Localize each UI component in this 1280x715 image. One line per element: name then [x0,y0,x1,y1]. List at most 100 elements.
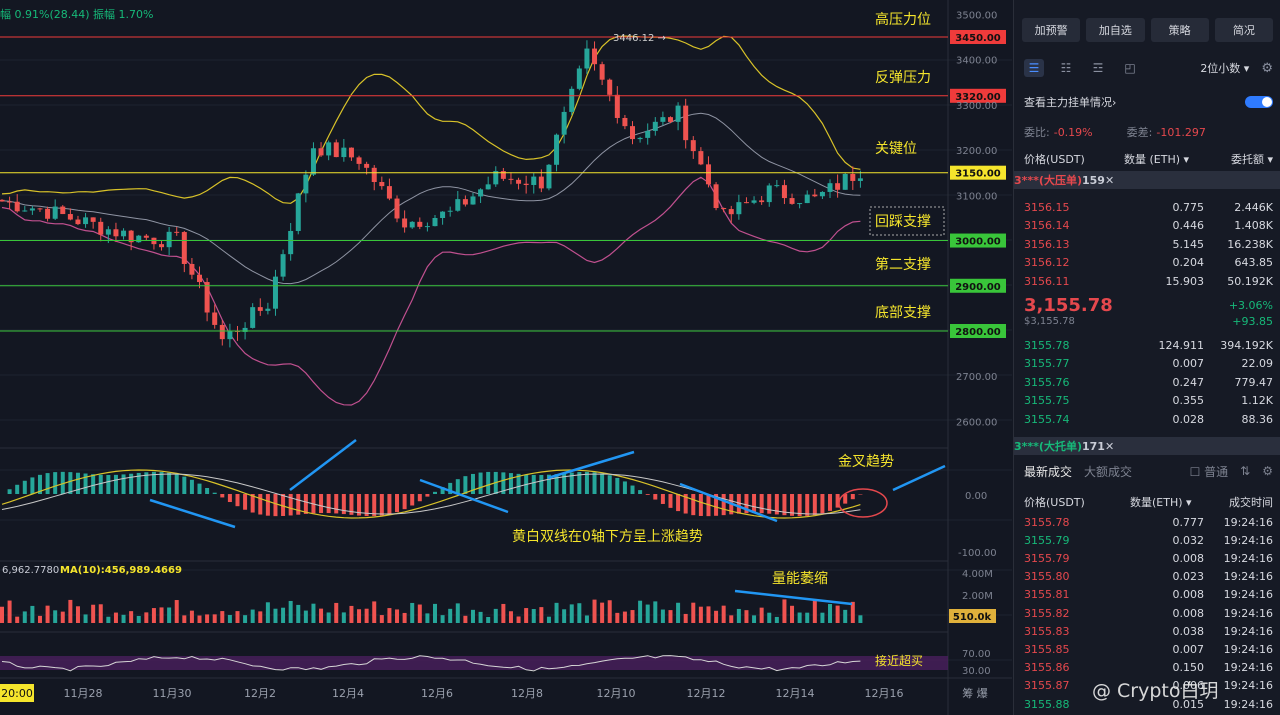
macd-bar [387,494,392,515]
candle-body [462,199,468,205]
candle-body [128,230,134,243]
orderbook-row[interactable]: 3155.76 0.247 779.47 [1014,373,1280,391]
trades-col-time: 成交时间 [1229,496,1273,509]
macd-bar [334,494,339,514]
macd-bar [303,494,308,514]
volume-bar [121,614,126,623]
trade-time: 19:24:16 [1223,679,1273,693]
watch-toggle[interactable] [1245,96,1273,108]
volume-bar [448,608,453,623]
macd-bar [577,472,582,494]
orderbook-row[interactable]: 3156.12 0.204 643.85 [1014,254,1280,272]
macd-bar [281,494,286,517]
orderbook-row[interactable]: 3156.15 0.775 2.446K [1014,198,1280,216]
orderbook-row[interactable]: 3155.74 0.028 88.36 [1014,410,1280,428]
row-price: 3156.11 [1024,274,1070,288]
trend-arrow [734,589,853,606]
close-icon[interactable]: ✕ [1104,439,1115,453]
volume-bar [645,604,650,623]
tab-latest[interactable]: 最新成交 [1024,464,1073,479]
level-tag [950,165,1006,180]
pullback-box [869,206,945,236]
macd-bar [698,494,703,516]
orderbook-row[interactable]: 3155.77 0.007 22.09 [1014,355,1280,373]
candle-body [652,121,658,131]
trades-col-qty[interactable]: 数量(ETH) ▾ [1130,496,1192,509]
overview-button[interactable]: 简况 [1214,18,1273,42]
price-chart[interactable]: 3450.00 高压力位 3320.00 反弹压力 3150.00 关键位 3000.00 第… [0,0,1012,715]
asks-only-icon[interactable]: ☲ [1092,61,1104,75]
both-sides-icon[interactable]: ☰ [1024,59,1044,77]
alert-button[interactable]: 加预警 [1022,18,1081,42]
trade-price: 3155.86 [1024,661,1070,675]
macd-bar [144,472,149,494]
macd-bar [767,494,772,514]
candle-body [394,198,400,219]
macd-bar [113,474,118,494]
level-tag [950,30,1006,44]
col-total[interactable]: 委托额 ▾ [1230,153,1273,166]
settings-icon[interactable]: ⚙ [1261,60,1273,76]
trend-arrow [419,478,509,514]
macd-bar [319,494,324,514]
row-qty: 5.145 [1172,237,1205,251]
candle-body [789,198,795,204]
row-total: 394.192K [1220,338,1273,352]
trade-price: 3155.88 [1024,697,1070,711]
volume-bar [486,616,491,623]
volume-bar [98,604,103,623]
orderbook-row[interactable]: 3155.75 0.355 1.12K [1014,392,1280,410]
candle-body [174,231,180,233]
level-tag [950,278,1006,293]
macd-bar [828,494,833,511]
normal-checkbox[interactable]: ☐ 普通 [1189,464,1229,479]
volume-bar [531,609,536,623]
volume-bar [311,603,316,623]
candle-body [159,244,165,248]
volume-bar [258,611,263,623]
level-tag-text: 2900.00 [955,282,1001,293]
bids-only-icon[interactable]: ☷ [1060,61,1072,75]
watch-label[interactable]: 查看主力挂单情况 [1024,96,1112,109]
candle-body [242,327,248,332]
trade-price: 3155.79 [1024,533,1070,547]
orderbook-row[interactable]: 3156.14 0.446 1.408K [1014,217,1280,235]
candle-body [181,232,187,264]
row-qty: 0.355 [1172,394,1205,407]
volume-bar [250,609,255,623]
candle-body [326,142,332,156]
volume-bar [296,604,301,623]
candle-body [675,105,681,122]
col-qty[interactable]: 数量 (ETH) ▾ [1124,153,1190,166]
precision-select[interactable]: 2位小数 ▾ [1200,62,1250,75]
candle-body [45,208,51,219]
candle-body [728,209,734,215]
macd-bar [30,477,35,494]
orderbook-row[interactable]: 3155.78 124.911 394.192K [1014,336,1280,354]
depth-icon[interactable]: ◰ [1124,61,1136,75]
trade-price: 3155.85 [1024,642,1070,656]
trade-row: 3155.80 0.023 19:24:16 [1014,568,1280,586]
orderbook-row[interactable]: 3156.11 15.903 50.192K [1014,272,1280,290]
volume-header-value: 6,962.7780 [2,565,59,576]
macd-bar [569,472,574,494]
candle-body [288,230,294,255]
big-bid-row: 3***(大托单) 171 ✕ [1014,437,1280,455]
col-total-label: 委托额 [1230,153,1264,166]
boll-upper-line [1,35,861,204]
tab-large[interactable]: 大额成交 [1084,464,1133,479]
volume-bar [797,612,802,623]
row-price: 3156.14 [1024,219,1070,232]
volume-bar [790,605,795,623]
filter-icon[interactable]: ⇅ [1240,464,1251,478]
big-ask-row: 3***(大压单) 159 ✕ [1014,171,1280,189]
volume-bar [615,612,620,623]
add-watchlist-button[interactable]: 加自选 [1086,18,1145,42]
volume-bar [349,605,354,623]
strategy-button[interactable]: 策略 [1150,18,1209,42]
row-price: 3155.75 [1024,394,1070,407]
row-price: 3155.76 [1024,375,1070,389]
close-icon[interactable]: ✕ [1104,173,1115,187]
settings-icon[interactable]: ⚙ [1262,464,1273,478]
orderbook-row[interactable]: 3156.13 5.145 16.238K [1014,235,1280,253]
